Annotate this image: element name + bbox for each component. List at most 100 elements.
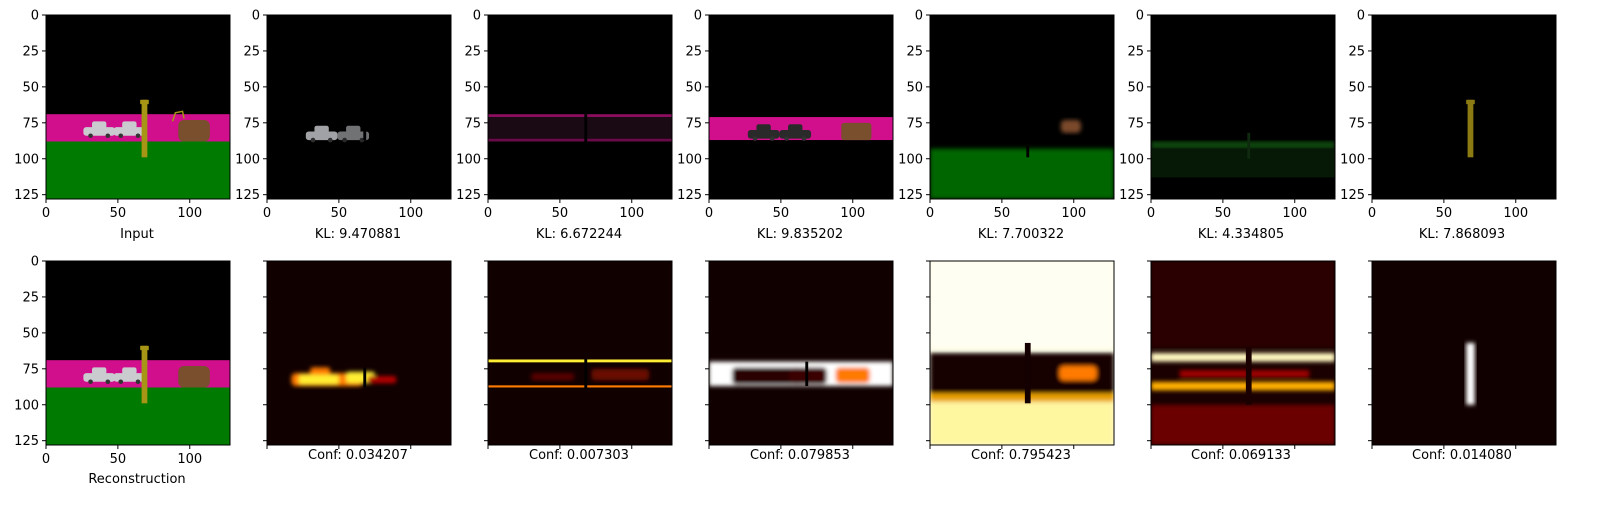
x-tick-label: 0 (1368, 206, 1376, 221)
axes-frame (266, 260, 452, 446)
axes-r0c3: 0 50 100 0 25 50 75 100 125 (677, 9, 894, 221)
conf1-heat-cars (291, 367, 397, 387)
axes-r0c1: 0 50 100 0 25 50 75 100 125 (235, 9, 452, 221)
y-tick-label: 75 (906, 116, 923, 131)
y-tick-label: 25 (685, 44, 702, 59)
y-tick-label: 100 (14, 152, 39, 167)
x-tick-label: 100 (1503, 206, 1528, 221)
conf2-gap (584, 358, 588, 389)
slot4-green-ground (930, 148, 1114, 199)
axes-frame (45, 260, 231, 446)
y-tick-label: 125 (235, 188, 260, 203)
recon-green-ground (46, 387, 230, 445)
axes-frame (266, 14, 452, 200)
panel-conf-5 (1151, 261, 1335, 445)
y-tick-label: 125 (1119, 188, 1144, 203)
caption-conf-6: Conf: 0.014080 (1412, 448, 1512, 463)
slot3-car-right-shadow (779, 124, 812, 141)
caption-conf-3: Conf: 0.079853 (750, 448, 850, 463)
y-tick-label: 75 (464, 116, 481, 131)
y-tick-label: 125 (898, 188, 923, 203)
x-tick-label: 50 (552, 206, 569, 221)
input-yellow-pole (140, 99, 149, 158)
panel-slot-2 (488, 15, 672, 199)
axes-r1c4 (926, 260, 1115, 449)
conf2-top-line (488, 359, 672, 363)
x-tick-label: 100 (619, 206, 644, 221)
panel-slot-1 (267, 15, 451, 199)
caption-conf-2: Conf: 0.007303 (529, 448, 629, 463)
axes-r1c2 (484, 260, 673, 449)
axes-frame (708, 260, 894, 446)
y-tick-label: 25 (22, 44, 39, 59)
y-tick-label: 75 (1127, 116, 1144, 131)
axes-frame (1371, 14, 1557, 200)
x-tick-label: 0 (1147, 206, 1155, 221)
panel-slot-5 (1151, 15, 1335, 199)
y-tick-label: 0 (915, 9, 923, 24)
y-tick-label: 25 (1127, 44, 1144, 59)
y-tick-label: 125 (677, 188, 702, 203)
axes-r0c2: 0 50 100 0 25 50 75 100 125 (456, 9, 673, 221)
y-tick-label: 100 (1119, 152, 1144, 167)
conf2-heat-band (531, 368, 649, 381)
panel-conf-3 (709, 261, 893, 445)
x-tick-label: 50 (110, 452, 127, 467)
panel-slot-6 (1372, 15, 1556, 199)
axes-r1c3 (705, 260, 894, 449)
panel-conf-1 (267, 261, 451, 445)
input-car-right (113, 121, 146, 139)
x-tick-label: 50 (331, 206, 348, 221)
y-tick-label: 100 (456, 152, 481, 167)
x-tick-label: 50 (110, 206, 127, 221)
y-tick-label: 0 (1357, 9, 1365, 24)
slot3-car-left-shadow (747, 124, 780, 141)
x-tick-label: 50 (1436, 206, 1453, 221)
input-brown-object (178, 119, 210, 142)
y-tick-label: 25 (22, 290, 39, 305)
y-tick-label: 0 (31, 255, 39, 270)
y-tick-label: 0 (694, 9, 702, 24)
axes-r1c0: 0 50 100 0 25 50 75 100 125 (14, 255, 231, 467)
x-tick-label: 100 (398, 206, 423, 221)
x-tick-label: 50 (773, 206, 790, 221)
conf3-gap (805, 361, 809, 387)
caption-kl-3: KL: 9.835202 (757, 227, 843, 242)
input-green-ground (46, 141, 230, 199)
conf1-gap (363, 367, 367, 388)
slot5-pole-ghost (1247, 132, 1251, 159)
panel-background (709, 15, 893, 199)
x-tick-label: 50 (994, 206, 1011, 221)
caption-kl-5: KL: 4.334805 (1198, 227, 1284, 242)
axes-r0c5: 0 50 100 0 25 50 75 100 125 (1119, 9, 1336, 221)
panel-background (488, 15, 672, 199)
y-tick-label: 50 (1127, 80, 1144, 95)
caption-kl-1: KL: 9.470881 (315, 227, 401, 242)
y-tick-label: 0 (473, 9, 481, 24)
caption-kl-4: KL: 7.700322 (978, 227, 1064, 242)
y-tick-label: 100 (1340, 152, 1365, 167)
x-tick-label: 0 (484, 206, 492, 221)
y-tick-label: 75 (685, 116, 702, 131)
slot2-band-bottom (488, 138, 672, 142)
slot1-gap (363, 121, 367, 141)
slot2-band-top (488, 114, 672, 118)
y-tick-label: 0 (31, 9, 39, 24)
y-tick-label: 75 (243, 116, 260, 131)
caption-conf-1: Conf: 0.034207 (308, 448, 408, 463)
caption-kl-6: KL: 7.868093 (1419, 227, 1505, 242)
y-tick-label: 25 (464, 44, 481, 59)
panel-input (46, 15, 230, 199)
y-tick-label: 125 (14, 434, 39, 449)
slot4-brown-blob (1060, 119, 1081, 133)
axes-r0c4: 0 50 100 0 25 50 75 100 125 (898, 9, 1115, 221)
y-tick-label: 125 (14, 188, 39, 203)
x-tick-label: 0 (926, 206, 934, 221)
conf6-pole-heat (1466, 342, 1475, 405)
x-tick-label: 100 (177, 452, 202, 467)
recon-car-right (113, 367, 146, 385)
x-tick-label: 0 (42, 452, 50, 467)
panel-conf-2 (488, 261, 672, 445)
axes-frame (929, 260, 1115, 446)
